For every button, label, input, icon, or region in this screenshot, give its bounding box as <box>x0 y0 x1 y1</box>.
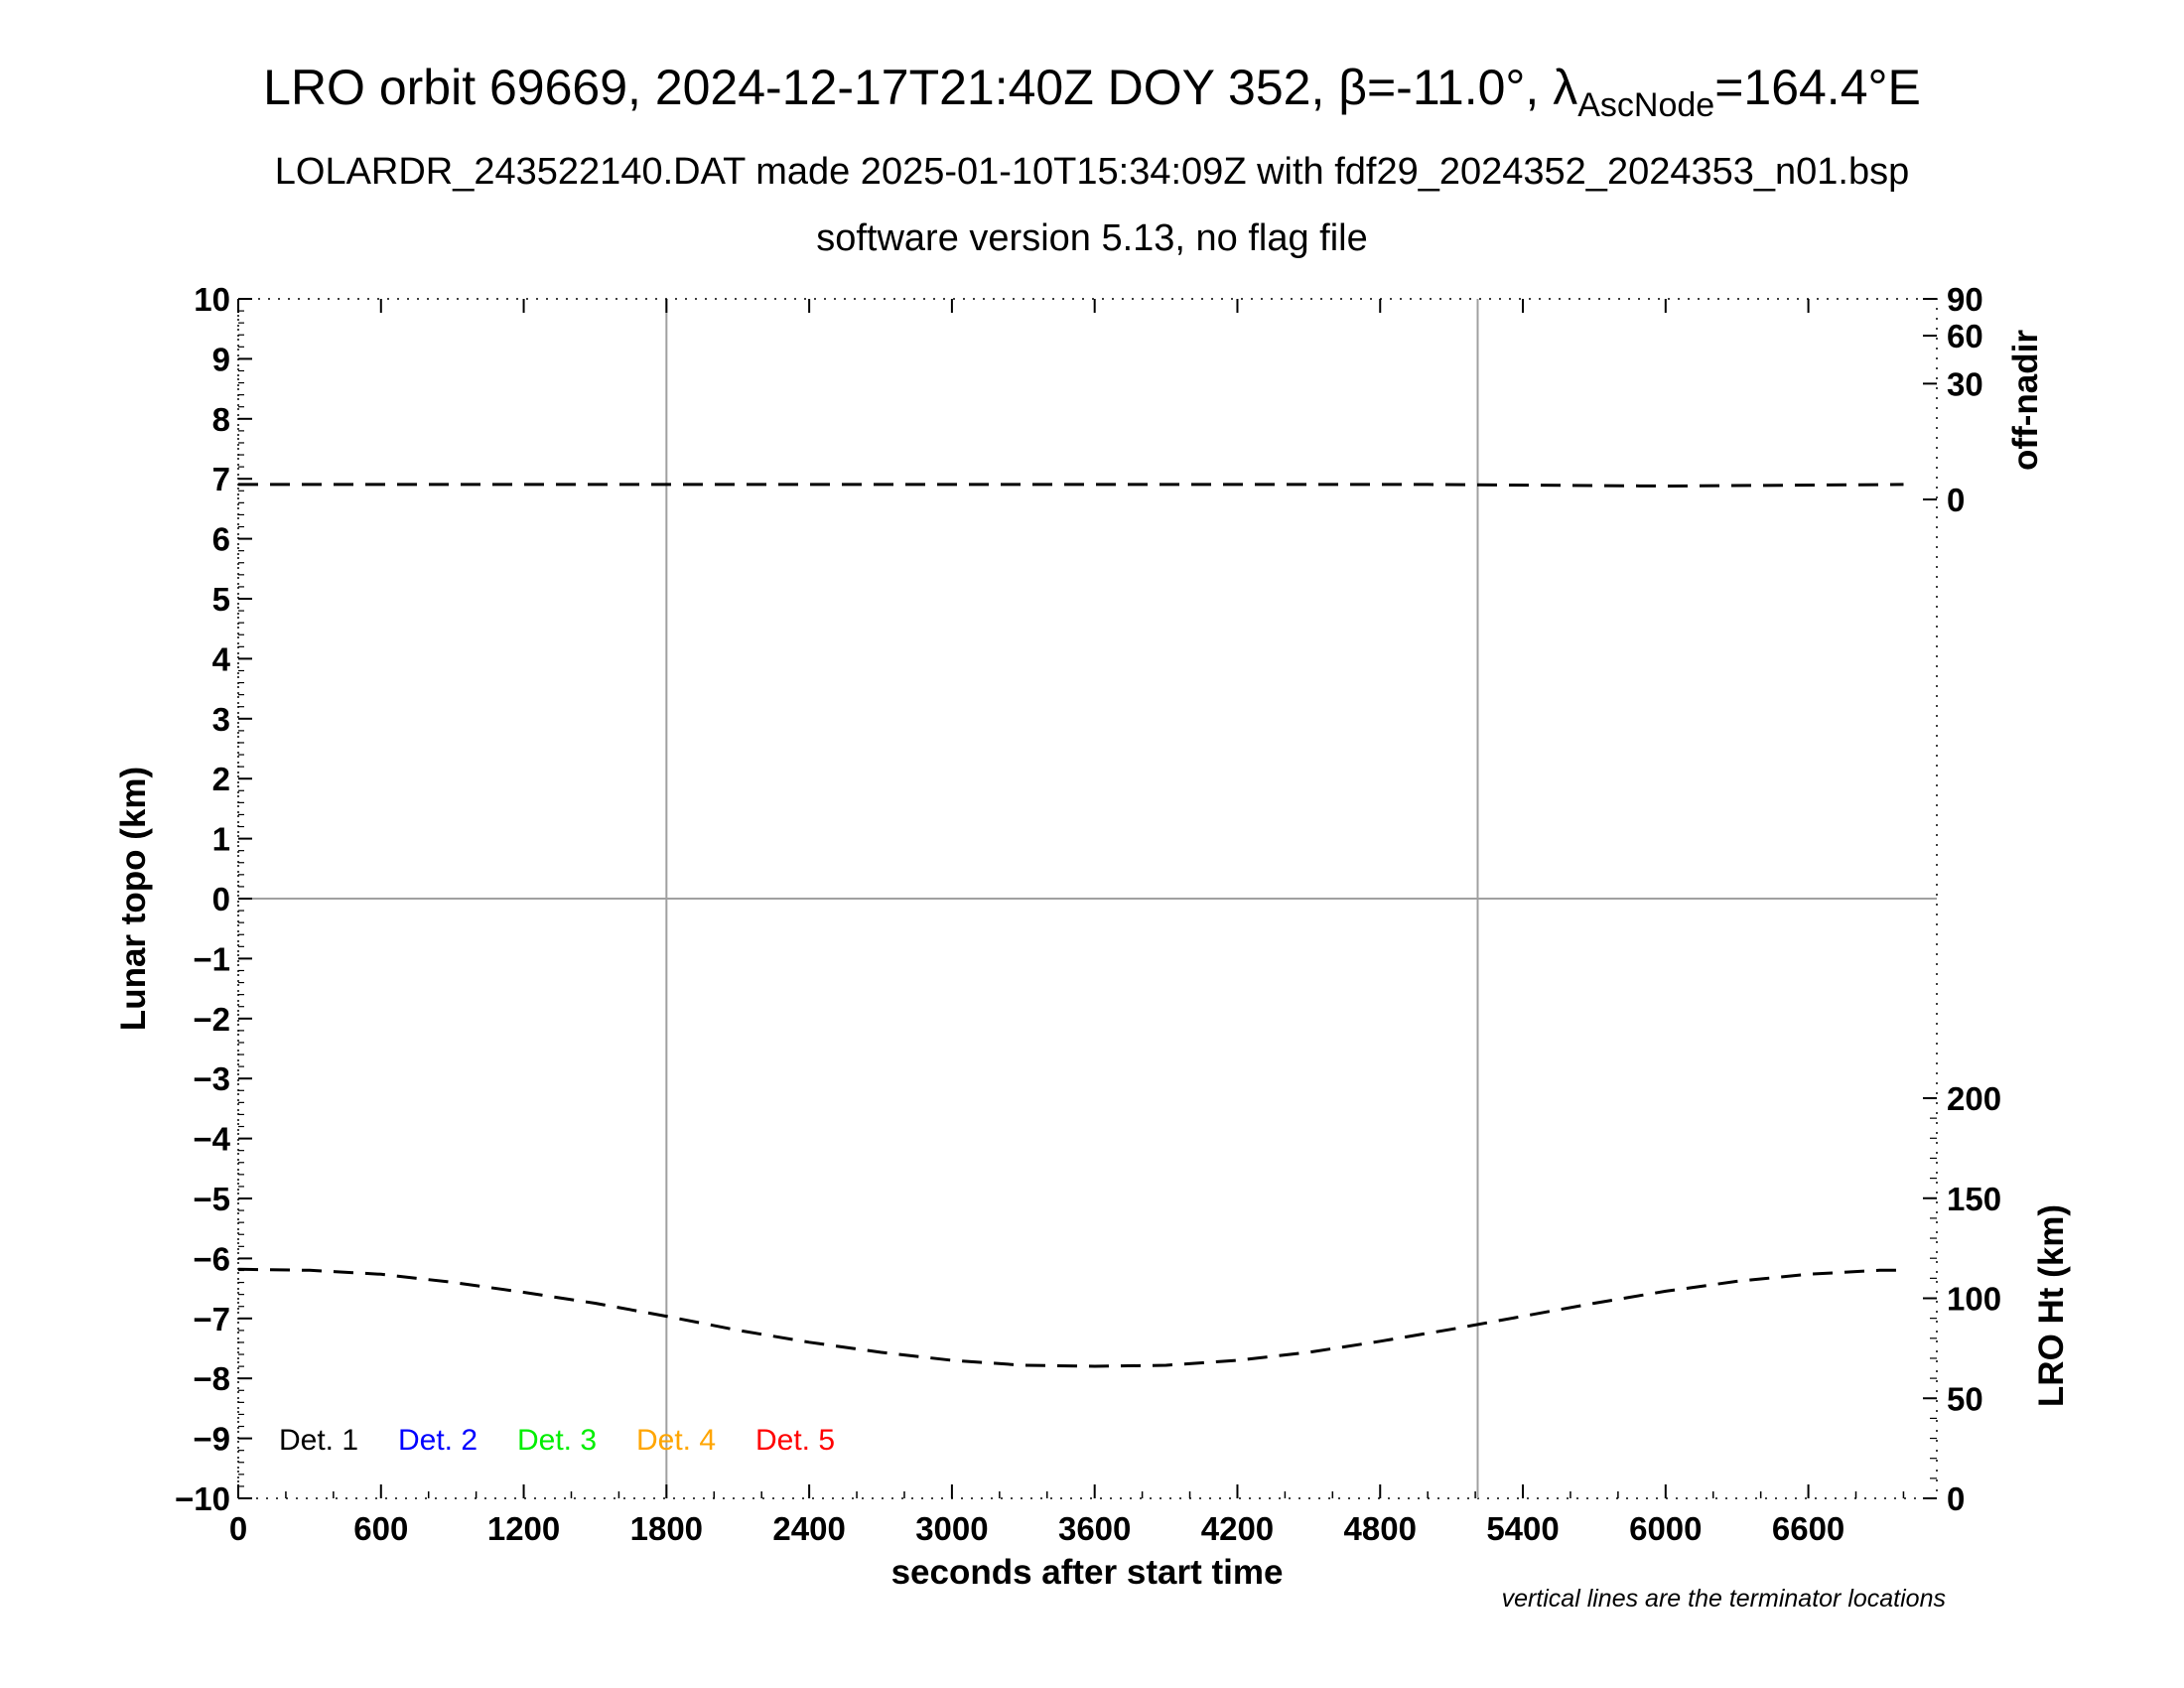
x-tick-label: 6600 <box>1772 1510 1844 1547</box>
x-tick-label: 600 <box>353 1510 408 1547</box>
y-tick-label: −9 <box>193 1421 230 1458</box>
x-tick-label: 3600 <box>1058 1510 1131 1547</box>
terminator-note: vertical lines are the terminator locati… <box>1502 1585 1946 1613</box>
x-tick-label: 1800 <box>630 1510 703 1547</box>
y-tick-label: 7 <box>212 461 230 497</box>
y-tick-label: −6 <box>193 1240 230 1277</box>
x-tick-label: 1200 <box>487 1510 560 1547</box>
series-line-1 <box>237 1267 1904 1368</box>
y-tick-label: 6 <box>212 521 230 558</box>
y-tick-label: −10 <box>175 1480 230 1517</box>
y-tick-label: −8 <box>193 1360 230 1397</box>
y-tick-label: 3 <box>212 701 230 738</box>
x-tick-label: 4200 <box>1201 1510 1274 1547</box>
y-tick-label: 10 <box>194 281 230 318</box>
height-tick-label: 0 <box>1947 1480 1965 1517</box>
height-axis-title: LRO Ht (km) <box>2032 1204 2071 1407</box>
x-tick-label: 5400 <box>1486 1510 1559 1547</box>
y-tick-label: 5 <box>212 581 230 618</box>
y-tick-label: −3 <box>193 1060 230 1097</box>
legend-entry-4: Det. 4 <box>636 1424 716 1457</box>
y-tick-label: −2 <box>193 1001 230 1038</box>
x-tick-label: 2400 <box>772 1510 845 1547</box>
height-tick-label: 50 <box>1947 1380 1983 1417</box>
x-axis-title: seconds after start time <box>891 1553 1284 1592</box>
height-tick-label: 200 <box>1947 1080 2001 1117</box>
legend-entry-3: Det. 3 <box>517 1424 597 1457</box>
series-line-0 <box>238 483 1904 488</box>
y-tick-label: −4 <box>193 1121 230 1158</box>
y-tick-label: 1 <box>212 821 230 858</box>
chart-subtitle-2: software version 5.13, no flag file <box>816 217 1368 259</box>
x-tick-label: 6000 <box>1629 1510 1702 1547</box>
y-tick-label: −7 <box>193 1301 230 1337</box>
height-tick-label: 150 <box>1947 1181 2001 1217</box>
y-tick-label: −5 <box>193 1181 230 1217</box>
y-axis-title: Lunar topo (km) <box>114 767 153 1031</box>
legend-entry-1: Det. 1 <box>279 1424 358 1457</box>
off-nadir-tick-label: 90 <box>1947 281 1983 318</box>
off-nadir-tick-label: 30 <box>1947 365 1983 402</box>
y-tick-label: 4 <box>212 640 231 677</box>
x-tick-label: 3000 <box>915 1510 988 1547</box>
x-tick-label: 0 <box>229 1510 247 1547</box>
chart-title: LRO orbit 69669, 2024-12-17T21:40Z DOY 3… <box>263 60 1921 124</box>
legend-entry-5: Det. 5 <box>755 1424 835 1457</box>
y-tick-label: 0 <box>212 881 230 917</box>
legend-entry-2: Det. 2 <box>398 1424 478 1457</box>
off-nadir-tick-label: 0 <box>1947 482 1965 518</box>
x-tick-label: 4800 <box>1344 1510 1417 1547</box>
y-tick-label: 8 <box>212 401 230 438</box>
y-tick-label: 2 <box>212 761 230 797</box>
y-tick-label: −1 <box>193 940 230 977</box>
chart-subtitle: LOLARDR_243522140.DAT made 2025-01-10T15… <box>274 151 1910 193</box>
y-tick-label: 9 <box>212 341 230 377</box>
height-tick-label: 100 <box>1947 1281 2001 1318</box>
off-nadir-axis-title: off-nadir <box>2006 330 2045 471</box>
off-nadir-tick-label: 60 <box>1947 318 1983 354</box>
title-subscript: AscNode <box>1577 86 1715 124</box>
